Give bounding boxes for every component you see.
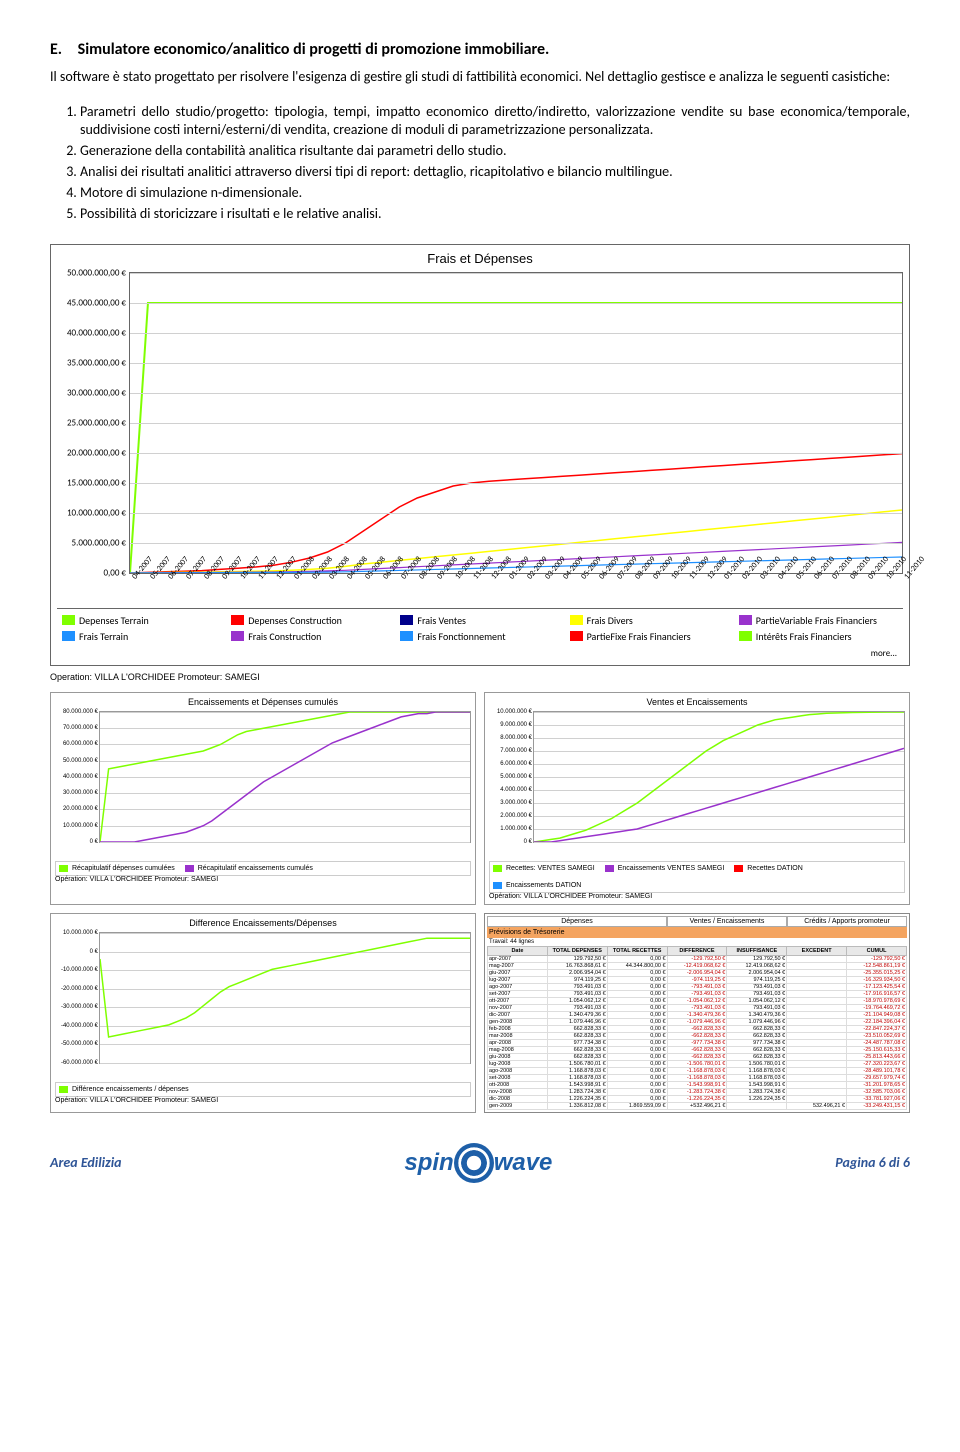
table-row: mag-200716.763.868,61 €44.344.800,00 €-1… [488, 962, 907, 969]
y-tick: 45.000.000,00 € [67, 297, 126, 308]
capability-item: Possibilità di storicizzare i risultati … [80, 205, 910, 224]
legend-item: PartieVariable Frais Financiers [739, 614, 898, 627]
table-tabs: Dépenses Ventes / Encaissements Crédits … [487, 916, 907, 927]
table-row: mar-2008662.828,33 €0,00 €-662.828,33 €6… [488, 1032, 907, 1039]
section-title-text: Simulatore economico/analitico di proget… [78, 40, 550, 59]
mini-chart-encaissements-depenses: Encaissements et Dépenses cumulés 0 €10.… [50, 692, 476, 905]
y-tick: 25.000.000,00 € [67, 417, 126, 428]
chart-caption: Operation: VILLA L'ORCHIDEE Promoteur: S… [50, 672, 910, 682]
section-letter: E. [50, 40, 74, 59]
intro-paragraph: Il software è stato progettato per risol… [50, 67, 910, 87]
legend-item: Frais Divers [570, 614, 729, 627]
mini-chart-title: Encaissements et Dépenses cumulés [55, 697, 471, 707]
table-row: apr-2008977.734,38 €0,00 €-977.734,38 €9… [488, 1039, 907, 1046]
section-heading: E. Simulatore economico/analitico di pro… [50, 40, 910, 59]
table-row: gen-20091.336.812,08 €1.869.559,09 €+532… [488, 1102, 907, 1109]
legend-item: Frais Ventes [400, 614, 559, 627]
table-row: lug-2007974.119,25 €0,00 €-974.119,25 €9… [488, 976, 907, 983]
table-subtitle: Travail: 44 lignes [487, 938, 907, 946]
y-tick: 20.000.000,00 € [67, 447, 126, 458]
legend-item: Depenses Construction [231, 614, 390, 627]
chart-legend: Depenses Terrain Depenses Construction Fra… [57, 608, 903, 648]
mini-caption: Opération: VILLA L'ORCHIDEE Promoteur: S… [55, 1097, 471, 1104]
data-grid: DateTOTAL DEPENSESTOTAL RECETTESDIFFEREN… [487, 946, 907, 1110]
tab[interactable]: Crédits / Apports promoteur [787, 916, 907, 927]
table-row: apr-2007129.792,50 €0,00 €-129.792,50 €1… [488, 955, 907, 962]
legend-item: Intérêts Frais Financiers [739, 630, 898, 643]
logo-text-a: spin [404, 1149, 453, 1177]
page-footer: Area Edilizia spin wave Pagina 6 di 6 [50, 1143, 910, 1183]
table-row: dic-20081.226.224,35 €0,00 €-1.226.224,3… [488, 1095, 907, 1102]
tab[interactable]: Ventes / Encaissements [667, 916, 787, 927]
y-tick: 10.000.000,00 € [67, 507, 126, 518]
mini-caption: Opération: VILLA L'ORCHIDEE Promoteur: S… [55, 876, 471, 883]
logo-swirl-icon [454, 1143, 494, 1183]
table-row: nov-20081.283.724,38 €0,00 €-1.283.724,3… [488, 1088, 907, 1095]
y-tick: 50.000.000,00 € [67, 267, 126, 278]
footer-left: Area Edilizia [50, 1154, 122, 1171]
mini-chart-title: Difference Encaissements/Dépenses [55, 918, 471, 928]
mini-plot: 0 €10.000.000 €20.000.000 €30.000.000 €4… [99, 711, 471, 843]
footer-right: Pagina 6 di 6 [835, 1154, 910, 1171]
chart-title: Frais et Dépenses [57, 251, 903, 266]
legend-item: Frais Construction [231, 630, 390, 643]
mini-chart-ventes: Ventes et Encaissements 0 €1.000.000 €2.… [484, 692, 910, 905]
y-tick: 30.000.000,00 € [67, 387, 126, 398]
y-tick: 35.000.000,00 € [67, 357, 126, 368]
mini-chart-title: Ventes et Encaissements [489, 697, 905, 707]
capability-item: Analisi dei risultati analitici attraver… [80, 163, 910, 182]
capability-list: Parametri dello studio/progetto: tipolog… [80, 103, 910, 224]
capability-item: Motore di simulazione n-dimensionale. [80, 184, 910, 203]
chart-plot-area: 0,00 €5.000.000,00 €10.000.000,00 €15.00… [129, 272, 903, 574]
y-tick: 5.000.000,00 € [72, 537, 126, 548]
table-row: lug-20081.506.780,01 €0,00 €-1.506.780,0… [488, 1060, 907, 1067]
table-row: giu-20072.006.954,04 €0,00 €-2.006.954,0… [488, 969, 907, 976]
legend-item: Frais Terrain [62, 630, 221, 643]
y-tick: 15.000.000,00 € [67, 477, 126, 488]
mini-caption: Opération: VILLA L'ORCHIDEE Promoteur: S… [489, 893, 905, 900]
legend-more[interactable]: more... [57, 648, 903, 659]
mini-plot: 0 €1.000.000 €2.000.000 €3.000.000 €4.00… [533, 711, 905, 843]
table-row: feb-2008662.828,33 €0,00 €-662.828,33 €6… [488, 1025, 907, 1032]
table-row: set-20081.168.878,03 €0,00 €-1.168.878,0… [488, 1074, 907, 1081]
table-row: ott-20071.054.062,12 €0,00 €-1.054.062,1… [488, 997, 907, 1004]
legend-item: Depenses Terrain [62, 614, 221, 627]
capability-item: Parametri dello studio/progetto: tipolog… [80, 103, 910, 141]
main-chart: Frais et Dépenses 0,00 €5.000.000,00 €10… [50, 244, 910, 666]
mini-chart-difference: Difference Encaissements/Dépenses -60.00… [50, 913, 476, 1113]
logo-text-b: wave [494, 1149, 553, 1177]
legend-item: PartieFixe Frais Financiers [570, 630, 729, 643]
table-row: gen-20081.079.446,96 €0,00 €-1.079.446,9… [488, 1018, 907, 1025]
table-row: dic-20071.340.479,36 €0,00 €-1.340.479,3… [488, 1011, 907, 1018]
legend-item: Frais Fonctionnement [400, 630, 559, 643]
y-tick: 40.000.000,00 € [67, 327, 126, 338]
table-row: nov-2007793.491,03 €0,00 €-793.491,03 €7… [488, 1004, 907, 1011]
capability-item: Generazione della contabilità analitica … [80, 142, 910, 161]
table-row: ott-20081.543.998,91 €0,00 €-1.543.998,9… [488, 1081, 907, 1088]
tab[interactable]: Dépenses [487, 916, 667, 927]
mini-legend: Différence encaissements / dépenses [55, 1082, 471, 1097]
table-row: ago-20081.168.878,03 €0,00 €-1.168.878,0… [488, 1067, 907, 1074]
mini-legend: Récapitulatif dépenses cumuléesRécapitul… [55, 861, 471, 876]
mini-plot: -60.000.000 €-50.000.000 €-40.000.000 €-… [99, 932, 471, 1064]
mini-legend: Recettes: VENTES SAMEGIEncaissements VEN… [489, 861, 905, 893]
table-row: giu-2008662.828,33 €0,00 €-662.828,33 €6… [488, 1053, 907, 1060]
table-row: ago-2007793.491,03 €0,00 €-793.491,03 €7… [488, 983, 907, 990]
table-row: mag-2008662.828,33 €0,00 €-662.828,33 €6… [488, 1046, 907, 1053]
table-row: set-2007793.491,03 €0,00 €-793.491,03 €7… [488, 990, 907, 997]
logo: spin wave [404, 1143, 552, 1183]
data-table-panel: Dépenses Ventes / Encaissements Crédits … [484, 913, 910, 1113]
table-section-header: Prévisions de Trésorerie [487, 927, 907, 938]
y-tick: 0,00 € [103, 567, 126, 578]
